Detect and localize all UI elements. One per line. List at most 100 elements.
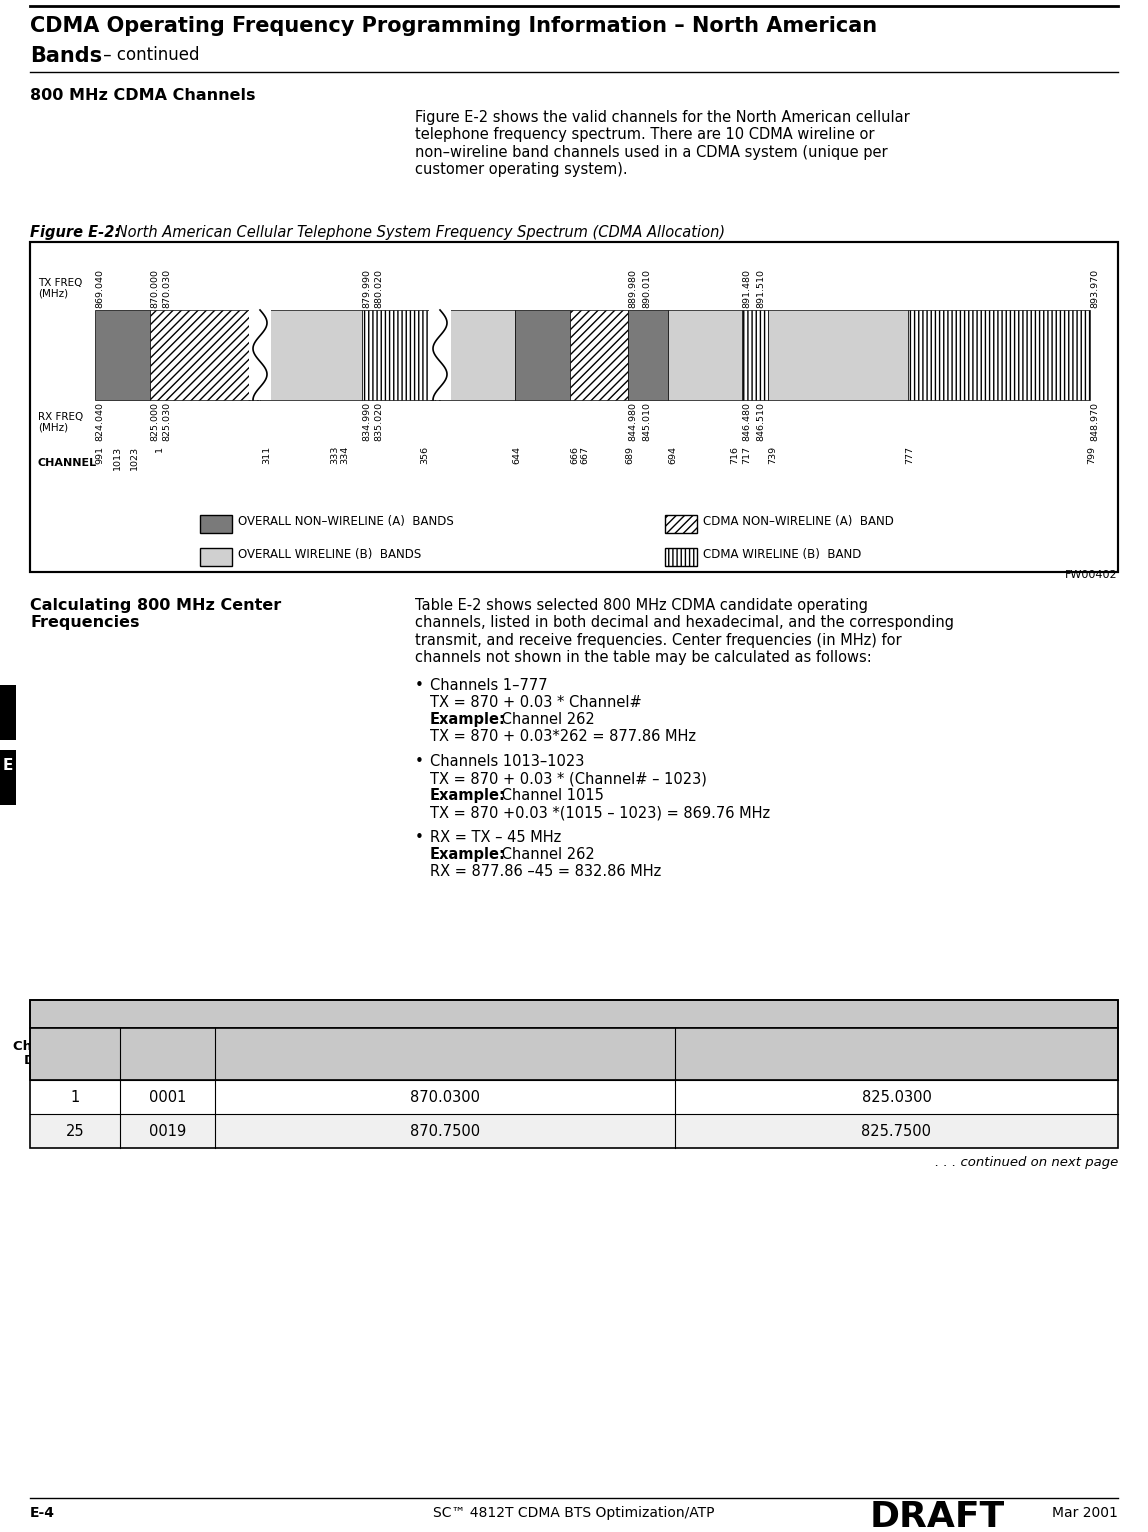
Text: Table E-2:: Table E-2:: [344, 1005, 425, 1020]
Text: 889.980: 889.980: [628, 270, 637, 308]
Text: •: •: [414, 830, 424, 846]
Text: CDMA WIRELINE (B)  BAND: CDMA WIRELINE (B) BAND: [703, 548, 861, 561]
Text: TX = 870 + 0.03*262 = 877.86 MHz: TX = 870 + 0.03*262 = 877.86 MHz: [430, 729, 696, 745]
Bar: [0, 751, 16, 804]
Bar: [30, 1114, 1118, 1147]
Text: 800 MHz CDMA Channels: 800 MHz CDMA Channels: [30, 87, 256, 103]
Text: 694: 694: [668, 446, 677, 464]
Text: SC™ 4812T CDMA BTS Optimization/ATP: SC™ 4812T CDMA BTS Optimization/ATP: [433, 1506, 715, 1520]
Text: 870.7500: 870.7500: [410, 1123, 480, 1138]
Text: 1: 1: [155, 446, 164, 452]
Text: 667: 667: [580, 446, 589, 464]
Bar: [429, 309, 451, 400]
Text: 644: 644: [512, 446, 521, 464]
Text: Channel 1015: Channel 1015: [497, 787, 604, 803]
Bar: [30, 1000, 1118, 1028]
Text: 356: 356: [420, 446, 429, 464]
Text: 1: 1: [70, 1089, 79, 1105]
Text: 835.020: 835.020: [374, 401, 383, 441]
Text: Channel 262: Channel 262: [497, 712, 595, 728]
Text: 825.0300: 825.0300: [861, 1089, 931, 1105]
Bar: [515, 309, 571, 400]
Bar: [0, 685, 16, 740]
Text: 893.970: 893.970: [1089, 270, 1099, 308]
Text: E-4: E-4: [30, 1506, 55, 1520]
Text: 869.040: 869.040: [95, 270, 104, 308]
Text: CDMA NON–WIRELINE (A)  BAND: CDMA NON–WIRELINE (A) BAND: [703, 515, 894, 529]
Text: Channel Number: Channel Number: [13, 1040, 138, 1054]
Text: . . . continued on next page: . . . continued on next page: [934, 1157, 1118, 1169]
Text: 666: 666: [571, 446, 579, 464]
Text: Figure E-2 shows the valid channels for the North American cellular
telephone fr: Figure E-2 shows the valid channels for …: [414, 110, 909, 178]
Text: – continued: – continued: [98, 46, 200, 64]
Bar: [30, 242, 1118, 571]
Text: •: •: [414, 754, 424, 769]
Text: 825.7500: 825.7500: [861, 1123, 931, 1138]
Text: •: •: [414, 679, 424, 692]
Text: E: E: [2, 758, 13, 774]
Text: (MHz): (MHz): [38, 288, 68, 299]
Text: DRAFT: DRAFT: [870, 1500, 1006, 1532]
Text: Mar 2001: Mar 2001: [1052, 1506, 1118, 1520]
Text: Bands: Bands: [30, 46, 102, 66]
Text: 1023: 1023: [130, 446, 139, 470]
Bar: [200, 515, 232, 533]
Text: 333: 333: [329, 446, 339, 464]
Text: Center Frequency: Center Frequency: [379, 1054, 511, 1068]
Text: Channels 1–777: Channels 1–777: [430, 679, 548, 692]
Text: 834.990: 834.990: [362, 401, 371, 441]
Text: 0001: 0001: [149, 1089, 186, 1105]
Text: OVERALL NON–WIRELINE (A)  BANDS: OVERALL NON–WIRELINE (A) BANDS: [238, 515, 453, 529]
Text: TX = 870 + 0.03 * (Channel# – 1023): TX = 870 + 0.03 * (Channel# – 1023): [430, 771, 707, 786]
Text: Channel 262: Channel 262: [497, 847, 595, 863]
Text: Example:: Example:: [430, 787, 506, 803]
Bar: [628, 309, 668, 400]
Text: TX = 870 +0.03 *(1015 – 1023) = 869.76 MHz: TX = 870 +0.03 *(1015 – 1023) = 869.76 M…: [430, 804, 770, 820]
Text: 777: 777: [905, 446, 914, 464]
Text: 25: 25: [65, 1123, 84, 1138]
Text: Figure E-2:: Figure E-2:: [30, 225, 121, 241]
Text: 334: 334: [340, 446, 349, 464]
Text: 689: 689: [625, 446, 634, 464]
Bar: [30, 1000, 1118, 1147]
Text: 844.980: 844.980: [628, 401, 637, 441]
Bar: [30, 1028, 1118, 1080]
Bar: [200, 548, 232, 565]
Text: 0019: 0019: [149, 1123, 186, 1138]
Text: 891.480: 891.480: [742, 270, 751, 308]
Bar: [259, 309, 362, 400]
Text: 716: 716: [730, 446, 739, 464]
Text: TX = 870 + 0.03 * Channel#: TX = 870 + 0.03 * Channel#: [430, 696, 642, 709]
Text: Channels 1013–1023: Channels 1013–1023: [430, 754, 584, 769]
Text: 879.990: 879.990: [362, 270, 371, 308]
Text: 880.020: 880.020: [374, 270, 383, 308]
Bar: [30, 242, 1118, 571]
Bar: [571, 309, 628, 400]
Text: 890.010: 890.010: [642, 270, 651, 308]
Text: CDMA Operating Frequency Programming Information – North American: CDMA Operating Frequency Programming Inf…: [30, 15, 877, 35]
Bar: [768, 309, 908, 400]
Text: TX FREQ: TX FREQ: [38, 277, 83, 288]
Text: 739: 739: [768, 446, 777, 464]
Text: (MHz): (MHz): [38, 421, 68, 432]
Bar: [668, 309, 742, 400]
Text: 825.030: 825.030: [162, 401, 171, 441]
Text: 799: 799: [1087, 446, 1096, 464]
Text: 846.510: 846.510: [757, 401, 765, 441]
Text: RX = 877.86 –45 = 832.86 MHz: RX = 877.86 –45 = 832.86 MHz: [430, 864, 661, 879]
Bar: [665, 548, 697, 565]
Text: Example:: Example:: [430, 847, 506, 863]
Text: 824.040: 824.040: [95, 401, 104, 441]
Text: Table E-2 shows selected 800 MHz CDMA candidate operating
channels, listed in bo: Table E-2 shows selected 800 MHz CDMA ca…: [414, 597, 954, 665]
Text: RX FREQ: RX FREQ: [38, 412, 84, 421]
Text: FW00402: FW00402: [1065, 570, 1118, 581]
Text: 846.480: 846.480: [742, 401, 751, 441]
Text: 870.000: 870.000: [150, 270, 160, 308]
Text: CHANNEL: CHANNEL: [38, 458, 98, 467]
Bar: [440, 309, 515, 400]
Text: 848.970: 848.970: [1089, 401, 1099, 441]
Bar: [30, 1080, 1118, 1114]
Text: Table E-2: 800 MHz TX and RX Frequency vs. Channel: Table E-2: 800 MHz TX and RX Frequency v…: [379, 1005, 769, 1020]
Text: OVERALL WIRELINE (B)  BANDS: OVERALL WIRELINE (B) BANDS: [238, 548, 421, 561]
Text: 311: 311: [262, 446, 271, 464]
